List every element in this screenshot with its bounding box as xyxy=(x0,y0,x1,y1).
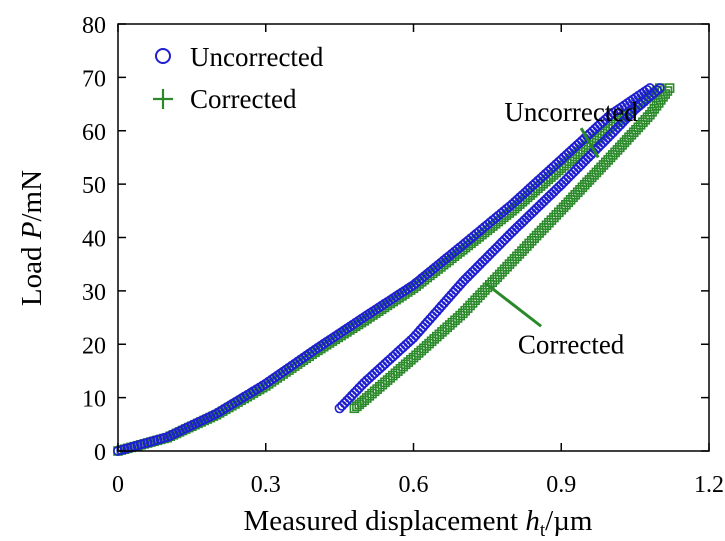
y-tick-label: 60 xyxy=(82,120,106,146)
y-axis-label: Load P/mN xyxy=(16,170,48,306)
data-point xyxy=(334,403,345,414)
data-point xyxy=(339,398,350,409)
data-point xyxy=(539,223,549,233)
data-point xyxy=(531,230,542,241)
annotation-arrow-uncorrected xyxy=(579,127,600,159)
data-point xyxy=(494,269,505,280)
data-point xyxy=(504,259,515,269)
data-point xyxy=(475,290,485,301)
data-point xyxy=(516,217,527,228)
data-point xyxy=(517,246,527,256)
data-point xyxy=(524,238,535,249)
data-point xyxy=(470,295,480,306)
data-point xyxy=(502,261,512,272)
x-tick-label: 0.6 xyxy=(399,472,429,498)
data-point xyxy=(497,267,507,277)
data-point xyxy=(615,119,626,130)
y-axis-ticks: 0 10 20 30 40 50 60 70 80 xyxy=(82,13,709,466)
data-point xyxy=(543,191,554,202)
data-point xyxy=(529,233,540,243)
data-point xyxy=(349,387,360,398)
data-point xyxy=(575,159,586,170)
data-point xyxy=(524,210,535,221)
data-point xyxy=(534,228,544,238)
y-tick-label: 70 xyxy=(82,66,106,92)
data-point xyxy=(465,300,475,311)
data-point xyxy=(489,244,500,255)
data-point xyxy=(351,385,362,396)
data-point xyxy=(502,232,513,243)
y-tick-label: 20 xyxy=(82,333,106,359)
x-tick-label: 1.2 xyxy=(694,472,724,498)
data-point xyxy=(536,225,547,236)
data-point xyxy=(556,204,567,215)
data-point xyxy=(546,215,557,225)
data-point xyxy=(352,401,362,412)
data-point xyxy=(553,207,564,218)
data-point xyxy=(514,249,525,259)
data-point xyxy=(460,305,471,316)
y-tick-label: 40 xyxy=(82,227,106,253)
x-axis-label: Measured displacement ht/µm xyxy=(244,505,593,541)
data-point xyxy=(612,122,623,133)
data-point xyxy=(470,264,481,275)
plot-area xyxy=(113,83,675,456)
data-point xyxy=(337,400,348,411)
y-tick-label: 0 xyxy=(94,440,106,466)
data-point xyxy=(632,102,643,113)
plot-frame xyxy=(117,23,710,452)
data-point xyxy=(487,277,498,288)
data-point xyxy=(489,274,500,285)
data-point xyxy=(519,243,530,254)
legend-label-uncorrected: Uncorrected xyxy=(190,42,324,72)
data-point xyxy=(568,167,579,178)
data-point xyxy=(512,251,522,262)
x-tick-label: 0 xyxy=(112,472,124,498)
data-point xyxy=(507,256,517,267)
x-axis-ticks: 0 0.3 0.6 0.9 1.2 xyxy=(112,24,724,498)
data-point xyxy=(627,107,638,118)
data-point xyxy=(359,377,370,388)
x-tick-label: 0.9 xyxy=(546,472,576,498)
data-point xyxy=(509,254,520,264)
annotations: Uncorrected Corrected xyxy=(483,97,638,359)
data-point xyxy=(551,210,562,220)
x-tick-label: 0.3 xyxy=(251,472,281,498)
legend-marker-uncorrected xyxy=(155,48,171,64)
y-tick-label: 80 xyxy=(82,13,106,39)
data-point xyxy=(472,292,483,303)
y-tick-label: 50 xyxy=(82,173,106,199)
data-point xyxy=(549,212,559,223)
annotation-corrected: Corrected xyxy=(518,329,625,359)
data-point xyxy=(620,114,631,125)
legend-marker-corrected xyxy=(153,89,173,109)
data-point xyxy=(480,285,490,295)
data-point xyxy=(477,287,488,298)
data-point xyxy=(541,220,552,231)
data-point xyxy=(356,380,367,391)
data-point xyxy=(492,272,503,282)
data-point xyxy=(462,303,473,313)
data-point xyxy=(526,236,537,246)
data-point xyxy=(544,217,554,228)
legend: Uncorrected Corrected xyxy=(153,42,324,114)
data-point xyxy=(349,403,360,414)
data-point xyxy=(521,241,532,251)
data-point xyxy=(499,264,510,275)
data-point xyxy=(467,298,478,308)
data-point xyxy=(607,127,618,138)
series-uncorrected xyxy=(113,83,665,456)
annotation-arrow-corrected xyxy=(483,281,543,328)
annotation-uncorrected: Uncorrected xyxy=(504,97,638,127)
legend-label-corrected: Corrected xyxy=(190,84,297,114)
y-tick-label: 30 xyxy=(82,280,106,306)
y-tick-label: 10 xyxy=(82,387,106,413)
